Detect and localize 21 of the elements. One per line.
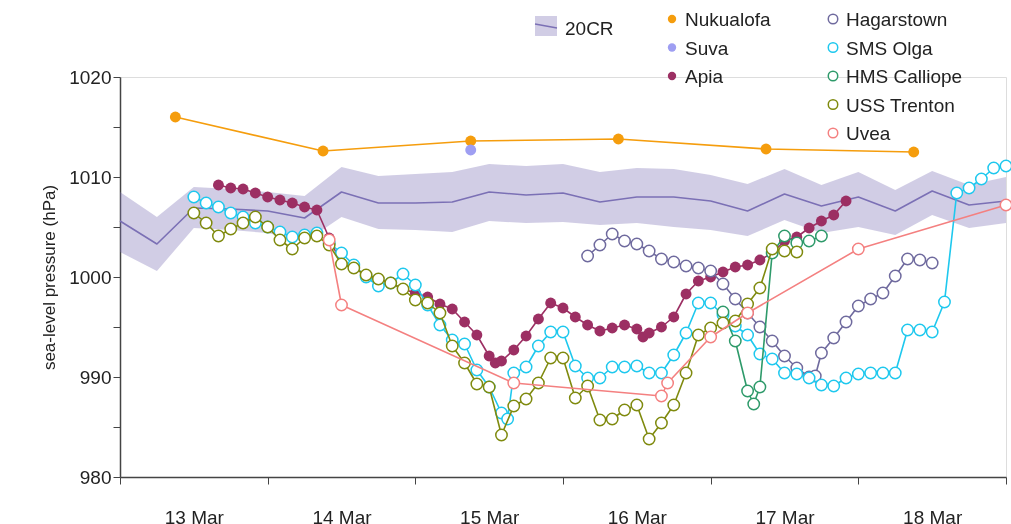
x-tick-label: 18 Mar <box>903 506 963 524</box>
y-tick-label: 1020 <box>69 66 112 88</box>
y-tick-label: 990 <box>79 366 112 388</box>
y-axis-title: sea-level pressure (hPa) <box>40 184 60 371</box>
x-tick-label: 14 Mar <box>312 506 373 524</box>
legend-label: 20CR <box>565 18 614 39</box>
legend-label: Uvea <box>846 123 891 144</box>
legend-label: Suva <box>685 37 729 59</box>
legend-label: Apia <box>685 66 724 87</box>
x-tick-label: 13 Mar <box>164 506 225 524</box>
x-tick-label: 17 Mar <box>755 506 816 524</box>
legend-label: USS Trenton <box>846 94 955 116</box>
y-tick-label: 1010 <box>69 166 112 188</box>
y-tick-label: 1000 <box>69 266 112 288</box>
legend-label: Hagarstown <box>846 9 948 30</box>
legend-label: Nukualofa <box>685 9 771 30</box>
legend-label: HMS Calliope <box>846 66 963 87</box>
y-tick-label: 980 <box>79 466 112 488</box>
x-tick-label: 15 Mar <box>460 506 520 524</box>
legend-label: SMS Olga <box>846 37 934 59</box>
x-tick-label: 16 Mar <box>607 506 668 524</box>
